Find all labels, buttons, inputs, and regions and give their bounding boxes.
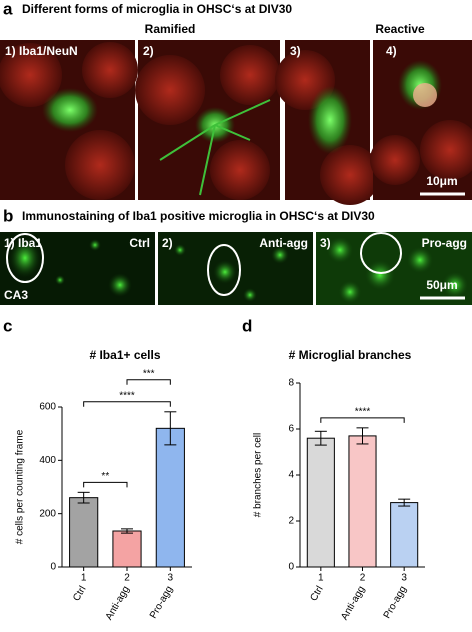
y-tick-label: 2 bbox=[288, 516, 294, 527]
chart-title: # Iba1+ cells bbox=[89, 348, 160, 362]
image-label: 3) bbox=[320, 236, 331, 250]
x-tick-label: Ctrl bbox=[308, 584, 325, 603]
panel-title: Different forms of microglia in OHSC‘s a… bbox=[22, 2, 292, 16]
x-tick-label: Pro-agg bbox=[382, 584, 409, 620]
bar bbox=[306, 437, 335, 568]
condition-label: Ctrl bbox=[129, 236, 150, 250]
x-tick-label: Ctrl bbox=[71, 584, 88, 603]
group-label: Reactive bbox=[375, 22, 425, 36]
y-tick-label: 0 bbox=[288, 562, 294, 573]
significance-label: **** bbox=[119, 390, 135, 401]
image-label: 2) bbox=[162, 236, 173, 250]
chart-title: # Microglial branches bbox=[289, 348, 412, 362]
y-tick-label: 600 bbox=[39, 402, 56, 413]
y-axis-label: # branches per cell bbox=[253, 433, 264, 518]
significance-label: ** bbox=[101, 471, 109, 482]
image-label: 3) bbox=[290, 44, 301, 58]
scale-bar-label: 10μm bbox=[426, 174, 457, 188]
x-tick-number: 2 bbox=[124, 573, 130, 584]
bar bbox=[69, 497, 99, 568]
x-tick-number: 1 bbox=[318, 573, 324, 584]
x-tick-number: 3 bbox=[168, 573, 174, 584]
y-tick-label: 0 bbox=[50, 562, 56, 573]
significance-bracket bbox=[126, 379, 171, 385]
image-label: 1) Iba1 bbox=[4, 236, 42, 250]
bar bbox=[348, 435, 377, 568]
x-tick-label: Anti-agg bbox=[339, 584, 367, 622]
y-tick-label: 8 bbox=[288, 378, 294, 389]
panel-title: Immunostaining of Iba1 positive microgli… bbox=[22, 209, 375, 223]
condition-label: Pro-agg bbox=[422, 236, 467, 250]
y-tick-label: 200 bbox=[39, 508, 56, 519]
panel-letter: a bbox=[3, 0, 13, 18]
y-tick-label: 4 bbox=[288, 470, 294, 481]
bar bbox=[390, 502, 419, 568]
panel-letter: b bbox=[3, 206, 13, 225]
significance-bracket bbox=[83, 481, 128, 488]
region-label: CA3 bbox=[4, 288, 28, 302]
y-tick-label: 400 bbox=[39, 455, 56, 466]
x-tick-label: Pro-agg bbox=[148, 584, 175, 620]
scale-bar-label: 50μm bbox=[426, 278, 457, 292]
x-tick-number: 2 bbox=[360, 573, 366, 584]
x-tick-number: 1 bbox=[81, 573, 87, 584]
significance-bracket bbox=[320, 417, 405, 423]
significance-label: **** bbox=[355, 406, 371, 417]
micrograph-row-b bbox=[0, 232, 472, 305]
condition-label: Anti-agg bbox=[259, 236, 308, 250]
y-axis-label: # cells per counting frame bbox=[15, 429, 26, 544]
significance-bracket bbox=[83, 401, 171, 407]
bar bbox=[155, 427, 185, 568]
bar bbox=[112, 530, 142, 568]
image-label: 2) bbox=[143, 44, 154, 58]
significance-label: *** bbox=[143, 368, 155, 379]
group-label: Ramified bbox=[145, 22, 196, 36]
image-label: 4) bbox=[386, 44, 397, 58]
x-tick-number: 3 bbox=[401, 573, 407, 584]
micrograph-row-a bbox=[0, 40, 472, 205]
y-tick-label: 6 bbox=[288, 424, 294, 435]
x-tick-label: Anti-agg bbox=[104, 584, 132, 622]
image-label: 1) Iba1/NeuN bbox=[5, 44, 78, 58]
panel-letter: d bbox=[242, 316, 252, 335]
panel-letter: c bbox=[3, 316, 12, 335]
